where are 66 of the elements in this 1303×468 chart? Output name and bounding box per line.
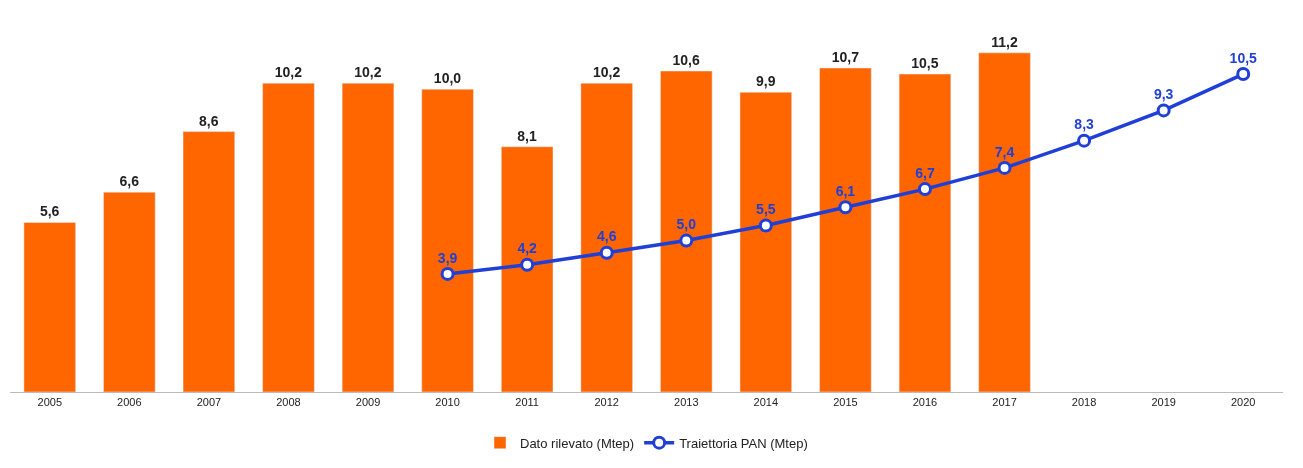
data-label: 10,5	[911, 55, 939, 72]
point	[1236, 67, 1251, 82]
point	[997, 160, 1012, 175]
data-label: 11,2	[991, 33, 1018, 50]
x-tick-label: 2020	[1230, 396, 1256, 409]
point	[679, 233, 694, 248]
data-label: 9,3	[1153, 86, 1174, 102]
bar	[501, 146, 554, 392]
x-tick-label: 2015	[833, 396, 858, 409]
bar	[103, 191, 156, 392]
data-label: 10,0	[433, 70, 462, 87]
data-label: 6,6	[119, 173, 140, 190]
x-tick-label: 2005	[37, 396, 63, 409]
x-tick-label: 2006	[117, 396, 142, 409]
bar	[898, 73, 952, 392]
x-tick-label: 2011	[515, 396, 539, 409]
point	[599, 245, 614, 260]
x-tick-label: 2019	[1151, 396, 1176, 409]
bar	[421, 88, 474, 392]
legend-label: Traiettoria PAN (Mtep)	[679, 435, 808, 451]
data-label: 10,2	[354, 64, 382, 81]
data-label: 10,6	[672, 52, 701, 69]
data-label: 10,7	[831, 48, 860, 65]
bar	[660, 70, 713, 392]
data-label: 7,4	[994, 143, 1015, 160]
point	[838, 200, 853, 215]
x-tick-label: 2012	[594, 396, 619, 409]
bar	[23, 222, 76, 392]
x-tick-label: 2007	[196, 396, 222, 409]
bar	[341, 82, 395, 392]
point	[917, 182, 932, 197]
x-tick-label: 2010	[435, 396, 460, 409]
bar	[978, 52, 1031, 392]
data-label: 4,6	[596, 228, 617, 245]
data-label: 4,2	[517, 240, 538, 257]
bar	[819, 67, 872, 392]
data-label: 8,6	[199, 112, 219, 129]
x-tick-label: 2013	[674, 396, 699, 409]
x-tick-label: 2017	[992, 396, 1017, 409]
data-label: 10,2	[274, 64, 303, 81]
data-label: 10,2	[592, 64, 621, 81]
point	[520, 257, 535, 272]
bar	[580, 82, 633, 392]
data-label: 5,5	[756, 201, 776, 218]
data-label: 8,1	[517, 127, 537, 144]
x-tick-label: 2009	[355, 396, 381, 409]
bar	[262, 82, 315, 392]
data-label: 3,9	[437, 249, 458, 266]
legend-label: Dato rilevato (Mtep)	[520, 435, 635, 451]
data-label: 5,0	[676, 216, 697, 233]
data-label: 6,1	[835, 182, 856, 199]
data-label: 5,6	[39, 203, 60, 220]
bar	[182, 131, 236, 392]
data-label: 6,7	[915, 164, 935, 181]
x-tick-label: 2016	[912, 396, 938, 409]
bar	[739, 91, 792, 392]
data-label: 8,3	[1074, 116, 1095, 133]
x-tick-label: 2014	[753, 396, 779, 409]
data-label: 9,9	[756, 73, 776, 90]
data-label: 10,5	[1229, 49, 1258, 66]
point	[1156, 103, 1171, 118]
point	[440, 266, 455, 281]
x-tick-label: 2008	[276, 396, 301, 409]
point	[1077, 133, 1092, 148]
point	[758, 218, 773, 233]
x-tick-label: 2018	[1071, 396, 1097, 409]
